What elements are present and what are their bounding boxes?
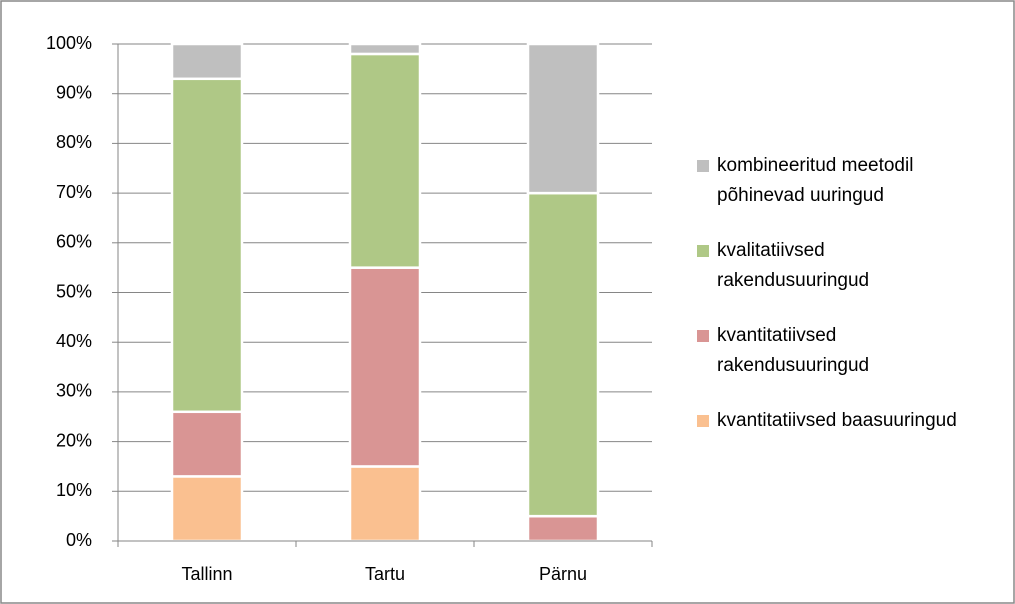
bar-segment — [170, 42, 244, 81]
bar-segment — [170, 475, 244, 543]
x-tick-label: Tartu — [365, 564, 405, 584]
y-tick-label: 70% — [56, 182, 92, 202]
y-tick-label: 10% — [56, 480, 92, 500]
bar-segment — [348, 465, 422, 543]
y-tick-label: 30% — [56, 381, 92, 401]
bar-segment — [526, 42, 600, 195]
legend-swatch — [697, 415, 709, 427]
legend-label: kvantitatiivsed rakendusuuringud — [717, 325, 870, 376]
legend-label: kvantitatiivsed baasuuringud — [717, 410, 957, 431]
y-tick-label: 80% — [56, 132, 92, 152]
y-tick-label: 20% — [56, 430, 92, 450]
bar-segment — [170, 410, 244, 478]
legend-label: kombineeritud meetodil põhinevad uuringu… — [717, 155, 914, 206]
x-tick-label: Pärnu — [539, 564, 587, 584]
y-tick-label: 90% — [56, 82, 92, 102]
x-tick-label: Tallinn — [181, 564, 232, 584]
bar-segment — [348, 266, 422, 468]
bar-segment — [526, 191, 600, 518]
y-tick-label: 0% — [66, 530, 92, 550]
legend-swatch — [697, 330, 709, 342]
legend-swatch — [697, 160, 709, 172]
bar-segment — [170, 77, 244, 414]
y-tick-label: 100% — [46, 33, 92, 53]
y-tick-label: 40% — [56, 331, 92, 351]
bar-segment — [348, 52, 422, 269]
legend-swatch — [697, 245, 709, 257]
y-tick-label: 60% — [56, 232, 92, 252]
y-tick-label: 50% — [56, 281, 92, 301]
bar-segment — [526, 514, 600, 543]
legend-label: kvalitatiivsed rakendusuuringud — [717, 240, 870, 291]
bar-segment — [348, 42, 422, 56]
